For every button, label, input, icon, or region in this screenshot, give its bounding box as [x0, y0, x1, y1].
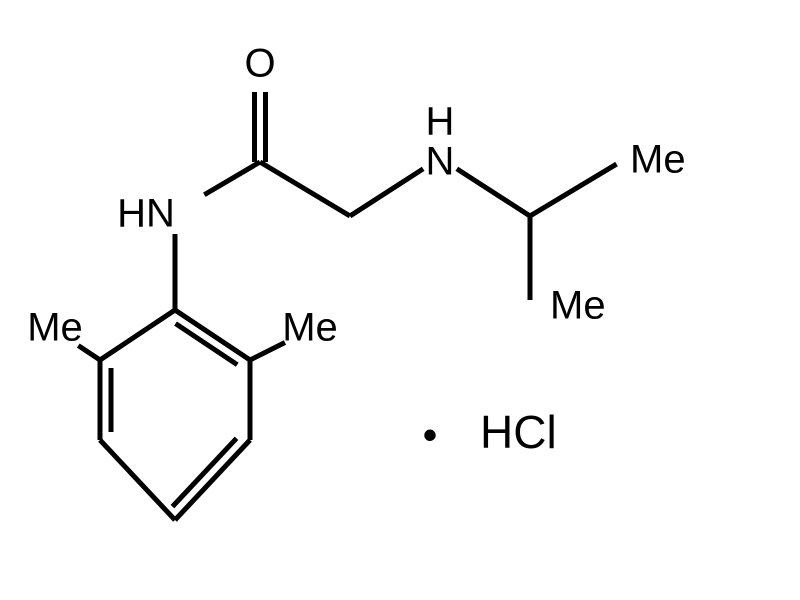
bond-line	[175, 440, 250, 520]
label-dot: •	[423, 414, 437, 458]
molecule-diagram: Me Me HN O NH Me Me • HCl	[0, 0, 800, 600]
bond-line	[530, 164, 617, 216]
labels-layer: Me Me HN O NH Me Me • HCl	[27, 42, 685, 459]
label-HN: HN	[117, 192, 175, 236]
bond-line	[100, 310, 175, 360]
bond-line	[350, 169, 423, 216]
bond-line	[100, 440, 175, 520]
label-Me_bot: Me	[550, 284, 606, 328]
label-Me_right: Me	[282, 306, 338, 350]
bond-line	[204, 162, 260, 195]
bond-line	[175, 310, 250, 360]
label-O: O	[244, 42, 275, 86]
bond-line	[457, 169, 530, 216]
label-Me_left: Me	[27, 306, 83, 350]
bond-line	[250, 343, 285, 360]
label-HCl: HCl	[480, 406, 557, 458]
label-Me_top: Me	[630, 138, 686, 182]
label-H_on_N: H	[426, 100, 455, 144]
bond-line	[260, 162, 350, 216]
bond-line	[172, 438, 236, 506]
label-N: N	[426, 140, 455, 184]
